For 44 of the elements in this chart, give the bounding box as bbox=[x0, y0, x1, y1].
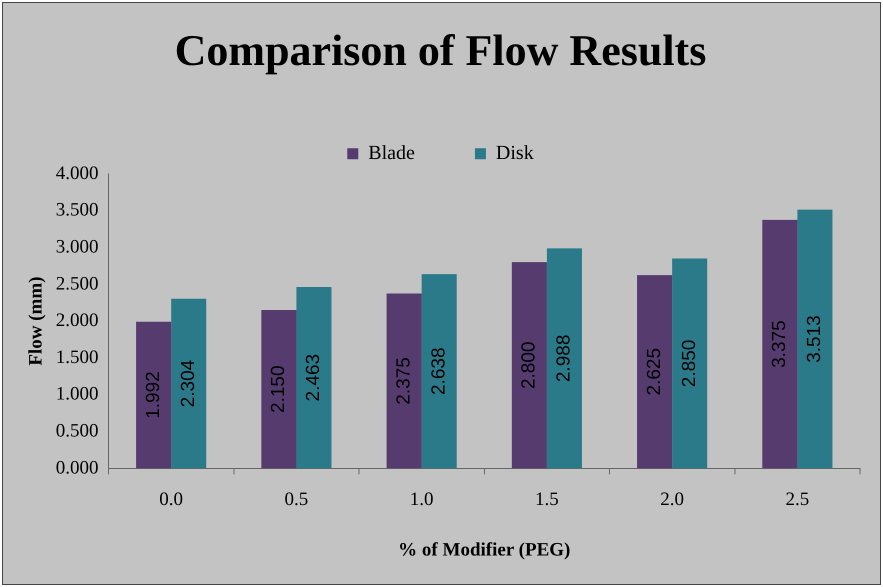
x-tick-label: 0.5 bbox=[284, 488, 308, 510]
y-tick-label: 1.500 bbox=[56, 346, 99, 368]
data-label: 3.375 bbox=[769, 320, 790, 368]
bar bbox=[672, 258, 708, 468]
x-tick-label: 2.0 bbox=[660, 488, 684, 510]
data-label: 2.375 bbox=[393, 357, 414, 405]
bar bbox=[546, 248, 582, 468]
legend-label: Disk bbox=[496, 142, 534, 164]
y-tick-label: 0.000 bbox=[56, 457, 99, 478]
bar bbox=[261, 310, 296, 468]
bar bbox=[422, 274, 457, 468]
bar bbox=[386, 293, 422, 468]
y-axis-title: Flow (mm) bbox=[25, 276, 46, 366]
y-tick-label: 4.000 bbox=[56, 162, 99, 184]
x-axis-title: % of Modifier (PEG) bbox=[398, 540, 570, 561]
data-label: 2.800 bbox=[518, 342, 540, 390]
x-tick-label: 1.0 bbox=[410, 488, 434, 510]
bar bbox=[171, 298, 206, 468]
data-label: 2.625 bbox=[644, 348, 665, 396]
x-tick-label: 0.0 bbox=[159, 488, 184, 510]
y-tick-label: 2.000 bbox=[56, 310, 99, 332]
x-tick-label: 2.5 bbox=[786, 488, 810, 510]
data-label: 2.988 bbox=[554, 334, 575, 382]
bar bbox=[797, 210, 832, 468]
x-tick-label: 1.5 bbox=[535, 488, 559, 510]
bar bbox=[762, 220, 798, 468]
bar bbox=[512, 262, 547, 468]
y-tick-label: 3.500 bbox=[56, 200, 99, 221]
bar bbox=[296, 287, 332, 468]
bar bbox=[637, 275, 672, 468]
data-label: 2.463 bbox=[303, 354, 324, 402]
y-tick-label: 0.500 bbox=[56, 420, 99, 442]
chart-title: Comparison of Flow Results bbox=[174, 26, 706, 75]
y-tick-label: 1.000 bbox=[56, 384, 99, 405]
y-tick-label: 2.500 bbox=[56, 273, 99, 294]
data-label: 2.638 bbox=[428, 347, 450, 396]
data-label: 1.992 bbox=[142, 371, 164, 419]
y-tick-label: 3.000 bbox=[56, 236, 99, 258]
legend-label: Blade bbox=[368, 142, 416, 164]
data-label: 2.150 bbox=[268, 365, 290, 413]
data-label: 2.304 bbox=[178, 359, 199, 408]
bar bbox=[136, 322, 172, 468]
data-label: 2.850 bbox=[678, 340, 700, 388]
data-label: 3.513 bbox=[804, 315, 826, 363]
